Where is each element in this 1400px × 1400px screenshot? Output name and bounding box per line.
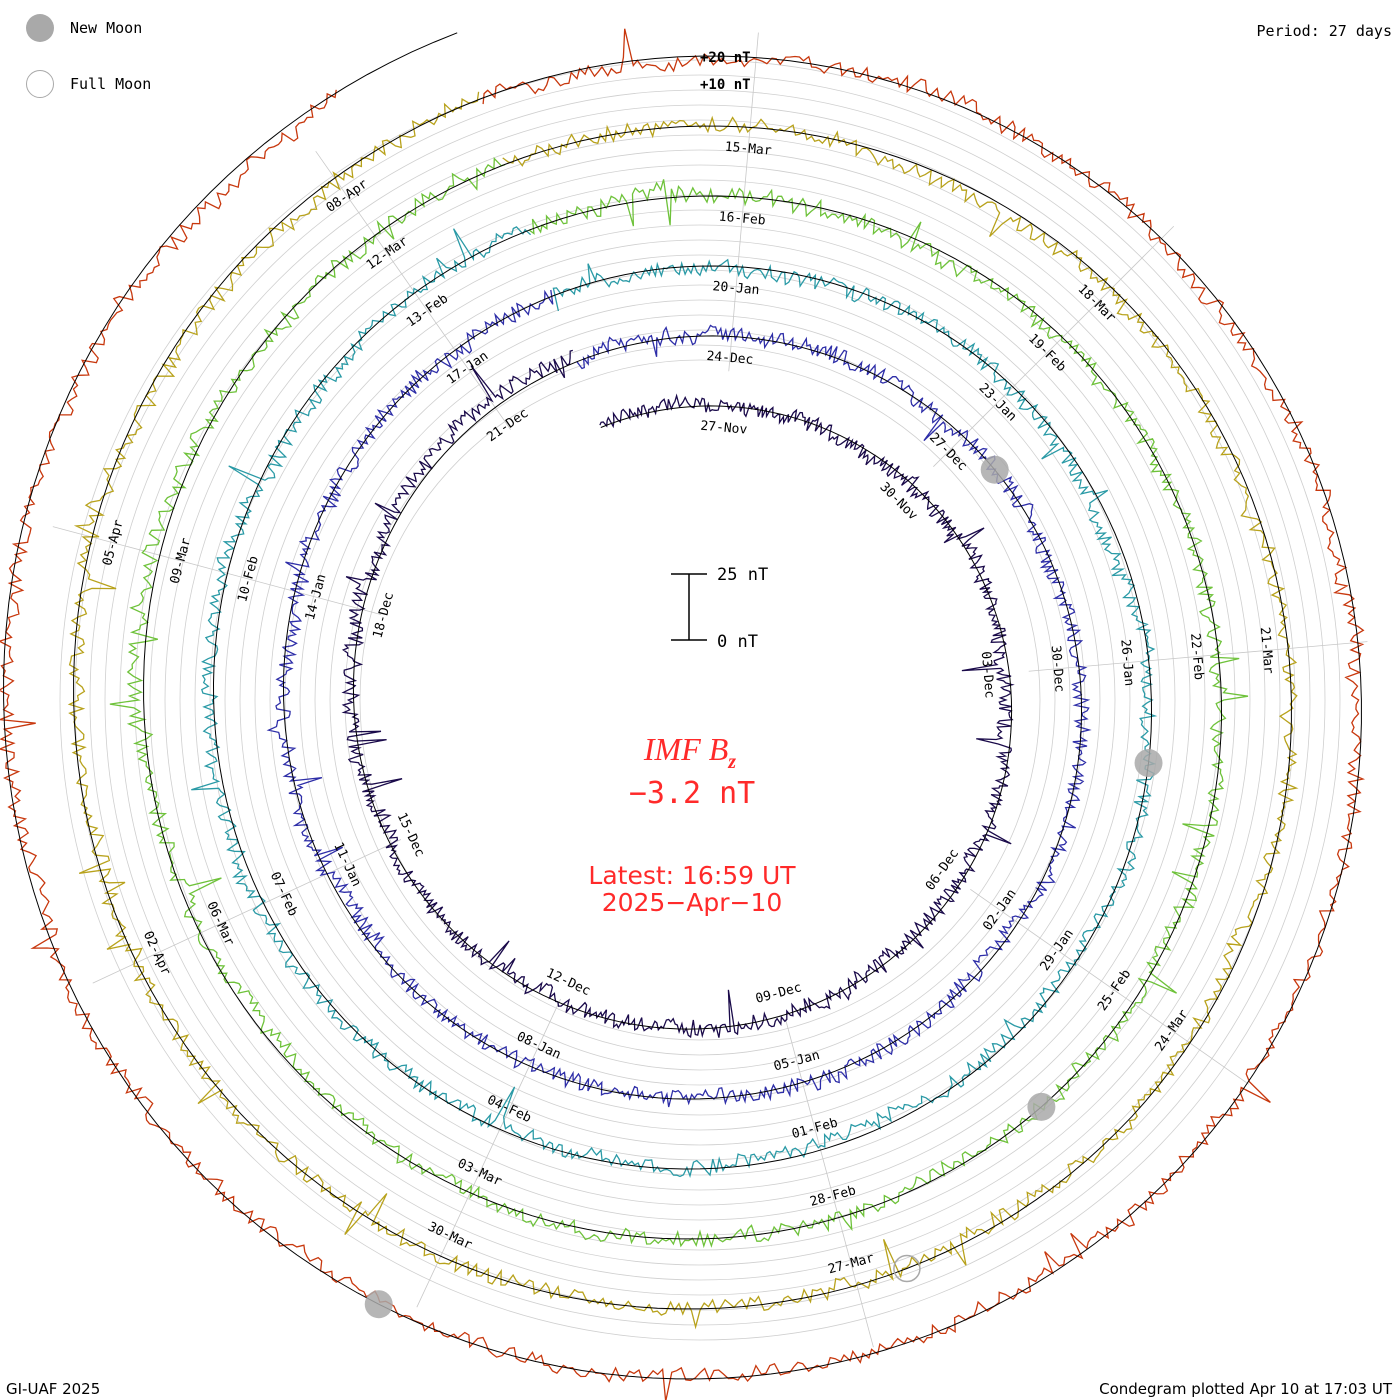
date-label: 04-Feb: [485, 1093, 534, 1127]
grid-ring: [269, 269, 1131, 1131]
grid-ring: [344, 344, 1056, 1056]
grid-ring: [284, 284, 1116, 1116]
grid-ring: [254, 254, 1146, 1146]
date-label: 05-Jan: [772, 1048, 821, 1075]
grid-ring: [149, 149, 1251, 1251]
legend-new-moon: New Moon: [26, 12, 151, 44]
date-label: 30-Dec: [1048, 645, 1067, 693]
bz-traces: [0, 28, 1366, 1400]
legend-full-moon: Full Moon: [26, 68, 151, 100]
grid-ring: [359, 359, 1041, 1041]
grid-ring: [224, 224, 1176, 1176]
date-label: 27-Mar: [826, 1251, 875, 1278]
moon-markers: [364, 455, 1163, 1319]
date-label: 27-Nov: [700, 419, 748, 438]
scale-bar-top-label: 25 nT: [717, 565, 768, 585]
date-label: 16-Feb: [718, 209, 766, 228]
date-label: 03-Mar: [455, 1156, 504, 1190]
zero-baseline-spiral: [3, 32, 1362, 1380]
grid-ring: [59, 59, 1341, 1341]
date-label: 01-Feb: [790, 1115, 839, 1142]
bz-trace-rotation-3: [191, 226, 1158, 1178]
moon-legend: New Moon Full Moon: [26, 12, 151, 124]
grid-ring: [119, 119, 1281, 1281]
latest-date: 2025−Apr−10: [602, 888, 783, 917]
date-label: 07-Feb: [267, 870, 301, 919]
bz-trace-rotation-4: [109, 157, 1249, 1249]
grid-ring: [194, 194, 1206, 1206]
date-label: 21-Dec: [484, 406, 531, 445]
scale-bar: 25 nT 0 nT: [671, 565, 768, 652]
day-spoke: [92, 839, 402, 984]
bz-trace-rotation-2: [266, 289, 1092, 1108]
date-label: 21-Mar: [1257, 626, 1276, 674]
date-label: 25-Feb: [1095, 967, 1134, 1014]
full-moon-marker: [893, 1254, 921, 1283]
new-moon-label: New Moon: [70, 19, 143, 37]
scale-bar-bottom-label: 0 nT: [717, 632, 758, 652]
grid-ring: [299, 299, 1101, 1101]
day-spoke: [970, 888, 1250, 1085]
grid-ring: [164, 164, 1236, 1236]
new-moon-marker: [1027, 1092, 1056, 1121]
date-label: 03-Dec: [978, 651, 997, 699]
full-moon-icon: [26, 70, 54, 98]
day-spoke: [1028, 641, 1368, 672]
grid-ring: [104, 104, 1296, 1296]
grid-ring: [179, 179, 1221, 1221]
grid-rings: [59, 59, 1341, 1341]
new-moon-icon: [26, 14, 54, 42]
grid-ring: [329, 329, 1071, 1071]
date-label: 15-Mar: [724, 140, 772, 159]
grid-ring: [239, 239, 1161, 1161]
date-label: 18-Dec: [370, 591, 397, 640]
scale-label-20nt: +20 nT: [700, 50, 751, 66]
date-label: 14-Jan: [303, 573, 330, 622]
credit-label: GI-UAF 2025: [6, 1380, 101, 1398]
date-label: 29-Jan: [1038, 927, 1077, 974]
current-value: −3.2 nT: [629, 776, 755, 811]
grid-ring: [74, 74, 1326, 1326]
date-label: 06-Dec: [923, 846, 962, 893]
date-label: 15-Dec: [394, 811, 427, 860]
new-moon-marker: [364, 1290, 393, 1319]
bz-trace-rotation-6: [0, 28, 1366, 1400]
date-label: 09-Dec: [754, 980, 803, 1007]
bz-trace-rotation-1: [341, 349, 1015, 1039]
date-label: 12-Mar: [364, 234, 411, 273]
new-moon-marker: [980, 455, 1009, 484]
bz-trace-rotation-5: [67, 91, 1299, 1330]
plotted-timestamp: Condegram plotted Apr 10 at 17:03 UT: [1099, 1380, 1392, 1398]
day-spokes: [52, 32, 1368, 1348]
date-label: 06-Mar: [203, 899, 237, 948]
date-label: 05-Apr: [100, 518, 127, 567]
period-label: Period: 27 days: [1256, 22, 1392, 40]
day-spoke: [785, 1018, 874, 1348]
date-label: 20-Jan: [712, 279, 760, 298]
zero-baselines: [3, 32, 1362, 1380]
quantity-title: IMF Bz: [643, 731, 736, 773]
day-spoke: [52, 526, 382, 615]
date-label: 13-Feb: [404, 291, 451, 330]
day-spoke: [933, 225, 1175, 467]
day-spoke: [728, 32, 759, 372]
latest-time: Latest: 16:59 UT: [588, 861, 796, 890]
date-label: 10-Feb: [235, 554, 262, 603]
quantity-subscript: z: [727, 751, 736, 773]
new-moon-marker: [1134, 749, 1163, 778]
date-label: 26-Jan: [1117, 639, 1136, 687]
grid-ring: [209, 209, 1191, 1191]
full-moon-label: Full Moon: [70, 75, 152, 93]
scale-label-10nt: +10 nT: [700, 77, 751, 93]
date-label: 24-Dec: [706, 349, 754, 368]
date-label: 22-Feb: [1187, 633, 1206, 681]
date-label: 09-Mar: [168, 536, 195, 585]
